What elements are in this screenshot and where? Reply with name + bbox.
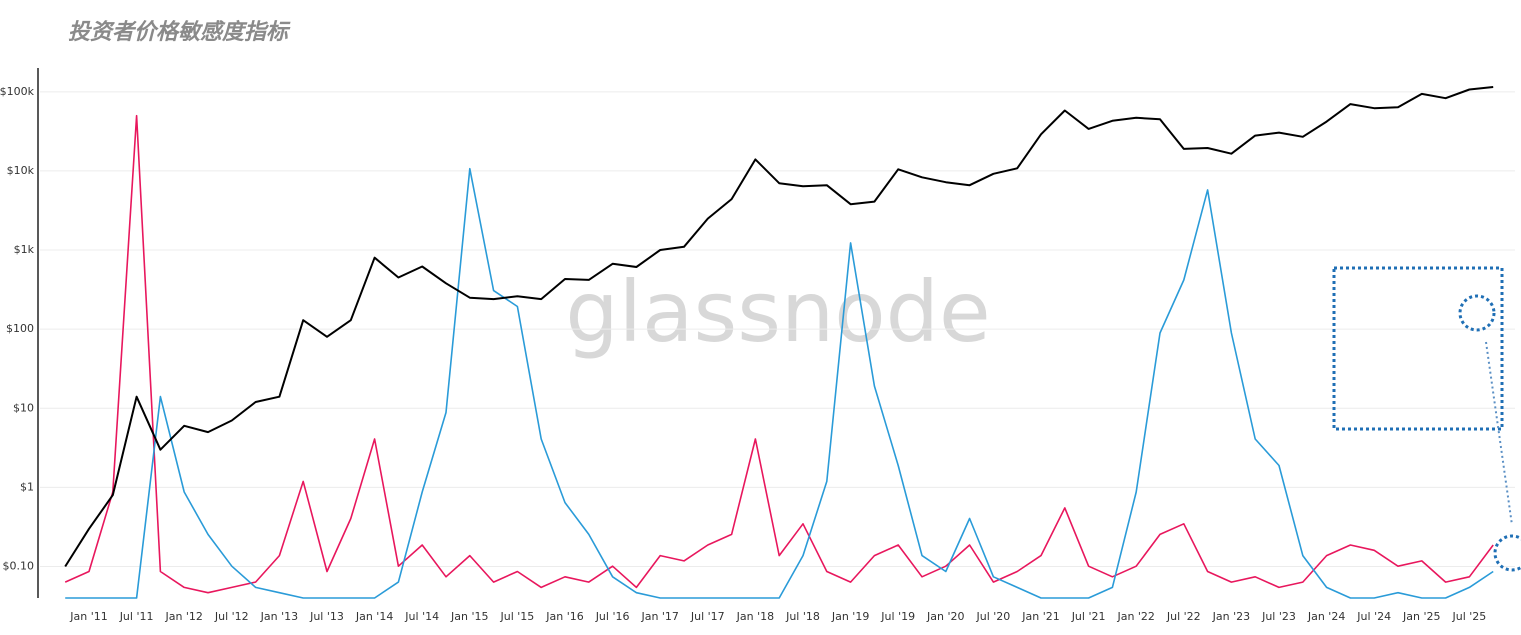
x-tick-label: Jan '18: [736, 610, 774, 623]
x-tick-label: Jul '23: [1261, 610, 1296, 623]
x-tick-label: Jul '20: [976, 610, 1011, 623]
x-tick-label: Jan '15: [450, 610, 488, 623]
x-tick-label: Jul '13: [309, 610, 344, 623]
x-tick-label: Jul '12: [214, 610, 249, 623]
x-tick-label: Jul '16: [595, 610, 630, 623]
series-line: [65, 167, 1494, 599]
zoom-circle: [1493, 534, 1521, 572]
x-tick-label: Jul '18: [785, 610, 820, 623]
series-line: [64, 114, 1494, 594]
series-line: [64, 86, 1494, 568]
x-tick-label: Jan '21: [1021, 610, 1059, 623]
x-tick-label: Jul '25: [1452, 610, 1487, 623]
x-tick-label: Jan '19: [831, 610, 869, 623]
y-tick-label: $100k: [0, 85, 35, 98]
x-tick-label: Jan '22: [1116, 610, 1154, 623]
x-tick-label: Jan '20: [926, 610, 964, 623]
x-tick-label: Jan '16: [545, 610, 583, 623]
x-tick-label: Jul '11: [119, 610, 154, 623]
x-tick-label: Jul '17: [690, 610, 725, 623]
x-tick-label: Jan '12: [164, 610, 202, 623]
y-tick-label: $1: [20, 480, 34, 493]
x-tick-label: Jul '21: [1071, 610, 1106, 623]
y-tick-label: $10: [13, 401, 34, 414]
x-tick-label: Jan '13: [260, 610, 298, 623]
x-tick-label: Jul '24: [1356, 610, 1391, 623]
y-tick-label: $100: [6, 322, 34, 335]
zoom-box: [1332, 266, 1504, 431]
x-tick-label: Jul '14: [404, 610, 439, 623]
x-tick-label: Jan '14: [355, 610, 393, 623]
chart-title: 投资者价格敏感度指标: [68, 19, 291, 45]
x-tick-label: Jan '24: [1307, 610, 1345, 623]
x-tick-label: Jul '19: [880, 610, 915, 623]
y-tick-label: $1k: [14, 243, 35, 256]
y-tick-label: $0.10: [3, 560, 35, 573]
x-tick-label: Jan '11: [69, 610, 107, 623]
x-tick-label: Jan '25: [1402, 610, 1440, 623]
y-tick-label: $10k: [7, 164, 35, 177]
watermark: glassnode: [565, 263, 990, 361]
zoom-arrow: [1485, 341, 1513, 526]
x-tick-label: Jul '15: [500, 610, 535, 623]
x-tick-label: Jul '22: [1166, 610, 1201, 623]
x-tick-label: Jan '23: [1212, 610, 1250, 623]
plot: $0.10 $1 $10 $100 $1k $10k $100k Jan '11 Jul '11…: [0, 85, 1515, 623]
zoom-circle: [1458, 294, 1496, 332]
x-tick-label: Jan '17: [640, 610, 678, 623]
